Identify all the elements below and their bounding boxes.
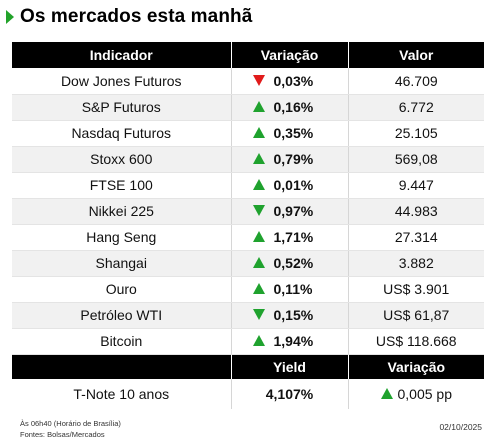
arrow-up-icon: [252, 231, 265, 243]
table-row: Ouro 0,11% US$ 3.901: [12, 276, 484, 303]
header-variacao: Variação: [230, 42, 348, 68]
header-yield: Yield: [230, 354, 348, 379]
change-cell: 0,15%: [230, 302, 348, 329]
arrow-up-icon: [252, 335, 265, 347]
change-value: 0,01%: [273, 176, 314, 193]
table-row: Nikkei 225 0,97% 44.983: [12, 198, 484, 225]
change-cell: 0,16%: [230, 94, 348, 121]
change-cell: 0,03%: [230, 68, 348, 95]
markets-table: Indicador Variação Valor Dow Jones Futur…: [12, 42, 484, 409]
arrow-up-icon: [252, 127, 265, 139]
yield-header-row: Yield Variação: [12, 354, 484, 379]
arrow-down-icon: [252, 205, 265, 217]
indicator-value: US$ 118.668: [347, 328, 484, 355]
change-value: 1,94%: [273, 332, 314, 349]
indicator-value: 6.772: [347, 94, 484, 121]
arrow-up-icon: [252, 179, 265, 191]
header-yield-variacao: Variação: [347, 354, 484, 379]
arrow-up-icon: [252, 283, 265, 295]
change-cell: 1,94%: [230, 328, 348, 355]
table-row: Petróleo WTI 0,15% US$ 61,87: [12, 302, 484, 329]
arrow-up-icon: [380, 388, 393, 400]
change-cell: 0,11%: [230, 276, 348, 303]
change-value: 0,15%: [273, 306, 314, 323]
table-row: Bitcoin 1,94% US$ 118.668: [12, 328, 484, 355]
footer-sources: Fontes: Bolsas/Mercados: [20, 430, 105, 439]
change-cell: 0,01%: [230, 172, 348, 199]
table-row: FTSE 100 0,01% 9.447: [12, 172, 484, 199]
indicator-name: Stoxx 600: [12, 146, 231, 173]
change-cell: 0,79%: [230, 146, 348, 173]
indicator-value: 44.983: [347, 198, 484, 225]
indicator-value: 9.447: [347, 172, 484, 199]
yield-change-cell: 0,005 pp: [347, 379, 484, 409]
footer-notes: Às 06h40 (Horário de Brasília) Fontes: B…: [20, 418, 121, 440]
header-indicador: Indicador: [12, 42, 231, 68]
header-valor: Valor: [347, 42, 484, 68]
table-row: Stoxx 600 0,79% 569,08: [12, 146, 484, 173]
change-cell: 0,35%: [230, 120, 348, 147]
yield-row: T-Note 10 anos 4,107% 0,005 pp: [12, 379, 484, 409]
indicator-name: S&P Futuros: [12, 94, 231, 121]
yield-header-blank: [12, 354, 231, 379]
indicator-name: Nasdaq Futuros: [12, 120, 231, 147]
change-value: 0,16%: [273, 98, 314, 115]
indicator-name: Dow Jones Futuros: [12, 68, 231, 95]
page-title-container: Os mercados esta manhã: [6, 4, 252, 30]
indicator-value: US$ 61,87: [347, 302, 484, 329]
table-body: Dow Jones Futuros 0,03% 46.709 S&P Futuros 0…: [12, 68, 484, 355]
footer-date: 02/10/2025: [439, 422, 482, 432]
table-row: Hang Seng 1,71% 27.314: [12, 224, 484, 251]
change-value: 0,97%: [273, 202, 314, 219]
change-cell: 0,97%: [230, 198, 348, 225]
indicator-name: Hang Seng: [12, 224, 231, 251]
change-value: 1,71%: [273, 228, 314, 245]
change-cell: 0,52%: [230, 250, 348, 277]
arrow-up-icon: [252, 257, 265, 269]
yield-change: 0,005 pp: [397, 385, 453, 402]
change-value: 0,35%: [273, 124, 314, 141]
page-title: Os mercados esta manhã: [20, 6, 253, 27]
change-value: 0,03%: [273, 72, 314, 89]
indicator-name: Shangai: [12, 250, 231, 277]
change-value: 0,79%: [273, 150, 314, 167]
yield-value: 4,107%: [230, 379, 348, 409]
indicator-value: 46.709: [347, 68, 484, 95]
indicator-value: 27.314: [347, 224, 484, 251]
indicator-name: Ouro: [12, 276, 231, 303]
indicator-name: Petróleo WTI: [12, 302, 231, 329]
indicator-value: US$ 3.901: [347, 276, 484, 303]
arrow-down-icon: [252, 309, 265, 321]
arrow-up-icon: [252, 153, 265, 165]
indicator-name: FTSE 100: [12, 172, 231, 199]
arrow-down-icon: [252, 75, 265, 86]
indicator-value: 3.882: [347, 250, 484, 277]
table-header-row: Indicador Variação Valor: [12, 42, 484, 68]
indicator-value: 25.105: [347, 120, 484, 147]
indicator-name: Bitcoin: [12, 328, 231, 355]
change-value: 0,52%: [273, 254, 314, 271]
table-row: Nasdaq Futuros 0,35% 25.105: [12, 120, 484, 147]
indicator-name: Nikkei 225: [12, 198, 231, 225]
table-row: S&P Futuros 0,16% 6.772: [12, 94, 484, 121]
indicator-value: 569,08: [347, 146, 484, 173]
title-marker-icon: [6, 10, 14, 24]
arrow-up-icon: [252, 101, 265, 113]
table-row: Dow Jones Futuros 0,03% 46.709: [12, 68, 484, 95]
table-row: Shangai 0,52% 3.882: [12, 250, 484, 277]
yield-indicator-name: T-Note 10 anos: [73, 386, 170, 402]
change-cell: 1,71%: [230, 224, 348, 251]
footer-time-note: Às 06h40 (Horário de Brasília): [20, 419, 121, 428]
change-value: 0,11%: [273, 280, 313, 297]
